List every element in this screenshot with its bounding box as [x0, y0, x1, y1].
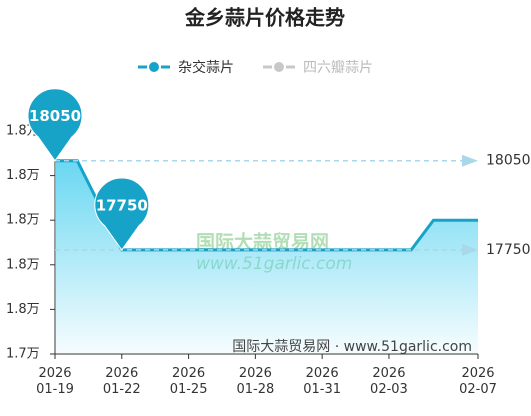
chart-title: 金乡蒜片价格走势 [184, 6, 345, 30]
pin [27, 88, 83, 162]
mark-line-arrow [462, 243, 478, 256]
watermark: 国际大蒜贸易网 [196, 231, 329, 254]
mark-line-arrow [462, 154, 478, 167]
x-tick-label: 2026 01-25 [169, 366, 208, 397]
x-tick-label: 2026 01-22 [102, 366, 141, 397]
y-tick-label: 1.8万 [6, 302, 40, 317]
x-tick-label: 2026 01-31 [303, 366, 342, 397]
y-tick-label: 1.8万 [6, 213, 40, 228]
area [55, 160, 478, 354]
legend-marker [272, 60, 286, 74]
mark-line-label: 18050 [486, 153, 531, 169]
pin-label: 17750 [96, 196, 148, 214]
y-tick-label: 1.8万 [6, 168, 40, 183]
pin [94, 177, 150, 251]
x-tick-label: 2026 02-07 [459, 366, 497, 397]
source: 国际大蒜贸易网 · www.51garlic.com [232, 339, 472, 355]
legend-label: 四六瓣蒜片 [303, 60, 373, 76]
x-tick-label: 2026 02-03 [370, 366, 408, 397]
y-tick-label: 1.8万 [6, 257, 40, 272]
x-tick-label: 2026 01-19 [36, 366, 74, 397]
legend-label: 杂交蒜片 [178, 59, 234, 76]
y-tick-label: 1.7万 [6, 347, 40, 362]
mark-line-label: 17750 [486, 242, 531, 258]
legend-marker [147, 60, 161, 74]
pin-label: 18050 [29, 107, 81, 125]
x-tick-label: 2026 01-28 [236, 366, 275, 397]
